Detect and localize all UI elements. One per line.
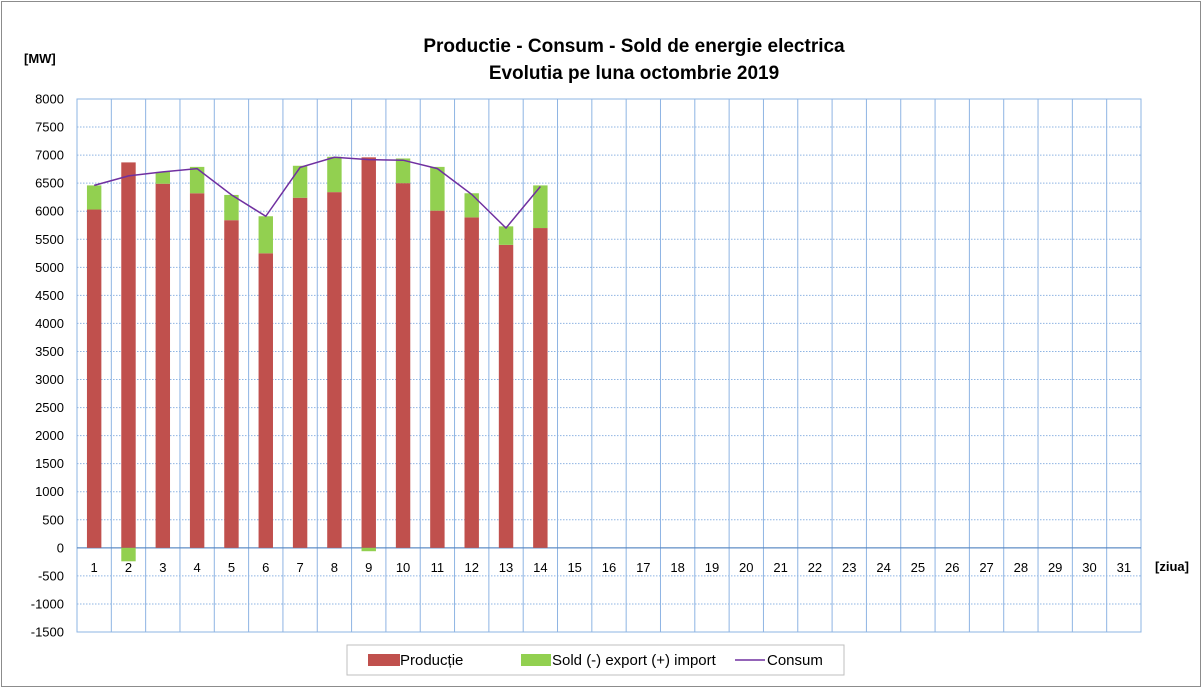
sold-bar <box>498 226 514 245</box>
x-tick-label: 17 <box>636 560 650 575</box>
y-tick-label: 7000 <box>35 148 64 163</box>
sold-bar <box>533 185 548 229</box>
plot-area-border <box>76 98 1142 633</box>
x-tick-label: 14 <box>533 560 547 575</box>
x-tick-label: 12 <box>464 560 478 575</box>
x-tick-label: 2 <box>125 560 132 575</box>
productie-bar <box>155 183 171 548</box>
sold-bar <box>86 185 102 210</box>
sold-bar <box>189 166 205 194</box>
x-tick-label: 10 <box>396 560 410 575</box>
legend-swatch-productie <box>368 654 400 666</box>
productie-bar <box>327 192 342 548</box>
consum-line-group <box>93 156 541 230</box>
sold-bar <box>327 156 342 193</box>
y-tick-label: 2000 <box>35 428 64 443</box>
sold-bar <box>292 165 308 198</box>
x-tick-label: 23 <box>842 560 856 575</box>
y-tick-label: 500 <box>42 512 64 527</box>
x-tick-label: 7 <box>296 560 303 575</box>
y-tick-label: 5000 <box>35 260 64 275</box>
x-tick-label: 27 <box>979 560 993 575</box>
y-tick-label: 7500 <box>35 120 64 135</box>
bars <box>86 156 548 562</box>
y-tick-label: -1000 <box>31 596 64 611</box>
y-tick-label: 3500 <box>35 344 64 359</box>
x-tick-label: 3 <box>159 560 166 575</box>
sold-bar <box>121 547 136 562</box>
x-tick-label: 15 <box>567 560 581 575</box>
gridlines <box>76 98 1142 633</box>
legend-label-sold: Sold (-) export (+) import <box>552 652 717 669</box>
x-tick-label: 22 <box>808 560 822 575</box>
y-tick-label: 5500 <box>35 232 64 247</box>
y-tick-label: 6000 <box>35 204 64 219</box>
x-tick-label: 24 <box>876 560 890 575</box>
x-tick-label: 5 <box>228 560 235 575</box>
legend-label-productie: Producție <box>400 652 463 669</box>
x-tick-label: 26 <box>945 560 959 575</box>
x-tick-label: 30 <box>1082 560 1096 575</box>
chart-title-line1: Productie - Consum - Sold de energie ele… <box>423 36 845 57</box>
productie-bar <box>224 220 239 548</box>
productie-bar <box>430 210 445 548</box>
y-tick-label: -1500 <box>31 625 64 640</box>
x-tick-label: 6 <box>262 560 269 575</box>
y-tick-label: 1500 <box>35 456 64 471</box>
x-tick-label: 1 <box>91 560 98 575</box>
sold-bar <box>258 216 273 254</box>
x-tick-label: 4 <box>194 560 201 575</box>
y-tick-label: 0 <box>57 540 64 555</box>
consum-line <box>93 156 541 230</box>
productie-bar <box>498 244 514 548</box>
y-tick-labels: -1500 -1000 -500 0 500 1000 1500 2000 2500 3000 35… <box>31 92 64 640</box>
legend-box <box>346 644 845 676</box>
legend: Producție Sold (-) export (+) import Con… <box>346 644 845 676</box>
productie-bar <box>361 157 376 548</box>
x-tick-label: 29 <box>1048 560 1062 575</box>
sold-bar <box>430 166 445 211</box>
y-tick-label: 6500 <box>35 176 64 191</box>
x-tick-label: 11 <box>431 560 445 575</box>
productie-bar <box>292 197 308 548</box>
chart-title-line2: Evolutia pe luna octombrie 2019 <box>489 63 779 84</box>
legend-swatch-sold <box>521 654 551 666</box>
y-tick-label: 8000 <box>35 92 64 107</box>
y-tick-label: 4000 <box>35 316 64 331</box>
x-tick-label: 25 <box>911 560 925 575</box>
x-axis-label: [ziua] <box>1155 559 1189 574</box>
productie-bar <box>395 183 411 548</box>
x-tick-label: 16 <box>602 560 616 575</box>
y-tick-label: 3000 <box>35 372 64 387</box>
sold-bar <box>395 158 411 184</box>
x-tick-label: 8 <box>331 560 338 575</box>
y-tick-label: 2500 <box>35 400 64 415</box>
productie-bar <box>464 217 479 548</box>
y-tick-label: -500 <box>38 568 64 583</box>
x-tick-label: 19 <box>705 560 719 575</box>
productie-bar <box>86 209 102 548</box>
y-tick-label: 1000 <box>35 484 64 499</box>
productie-bar <box>189 193 205 548</box>
productie-bar <box>533 228 548 548</box>
x-tick-label: 28 <box>1014 560 1028 575</box>
y-tick-label: 4500 <box>35 288 64 303</box>
x-tick-label: 20 <box>739 560 753 575</box>
x-tick-label: 9 <box>365 560 372 575</box>
x-tick-label: 31 <box>1117 560 1131 575</box>
legend-label-consum: Consum <box>767 652 823 669</box>
sold-bar <box>224 194 239 221</box>
sold-bar <box>155 171 171 184</box>
sold-bar <box>361 547 376 552</box>
sold-bar <box>464 193 479 218</box>
x-tick-labels: 1 2 3 4 5 6 7 8 9 10 11 12 13 14 15 16 17 18 19 20 21 22 23 24 2… <box>91 560 1132 575</box>
productie-bar <box>258 253 273 548</box>
x-tick-label: 21 <box>773 560 787 575</box>
x-tick-label: 18 <box>670 560 684 575</box>
x-tick-label: 13 <box>499 560 513 575</box>
y-axis-label: [MW] <box>24 51 56 66</box>
productie-bar <box>121 162 136 548</box>
